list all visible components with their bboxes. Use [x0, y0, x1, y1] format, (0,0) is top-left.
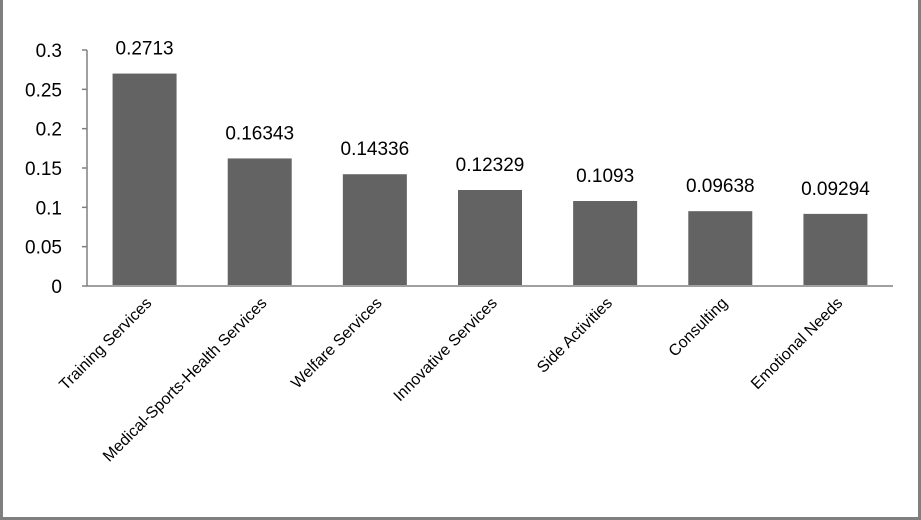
x-category-label: Emotional Needs [748, 295, 846, 393]
bar [225, 156, 294, 287]
bar [801, 211, 870, 288]
bar [686, 209, 755, 287]
x-category-label: Innovative Services [391, 295, 501, 405]
y-tick-label: 0.05 [25, 238, 62, 259]
data-label: 0.09638 [686, 176, 755, 197]
data-label: 0.12329 [456, 155, 525, 176]
y-tick-label: 0.2 [36, 120, 62, 141]
y-tick-label: 0 [51, 277, 62, 298]
x-category-label: Training Services [56, 295, 155, 394]
x-category-label: Consulting [666, 295, 731, 360]
y-axis: 0 0.05 0.1 0.15 0.2 0.25 0.3 [25, 41, 88, 298]
y-tick-label: 0.1 [36, 198, 62, 219]
data-label: 0.1093 [576, 166, 634, 187]
data-label: 0.09294 [801, 179, 870, 200]
bar [110, 71, 179, 287]
bar [571, 199, 640, 287]
y-tick-label: 0.3 [36, 41, 62, 62]
bar [456, 188, 524, 288]
data-label: 0.14336 [341, 139, 410, 160]
bars [110, 71, 870, 288]
data-label: 0.16343 [225, 123, 294, 144]
x-category-label: Side Activities [534, 295, 616, 377]
y-tick-label: 0.25 [25, 80, 62, 101]
y-tick-label: 0.15 [25, 159, 62, 180]
x-category-label: Welfare Services [288, 295, 385, 392]
data-labels: 0.2713 0.16343 0.14336 0.12329 0.1093 0.09638… [116, 39, 871, 200]
data-label: 0.2713 [116, 39, 174, 60]
bar [340, 172, 409, 287]
